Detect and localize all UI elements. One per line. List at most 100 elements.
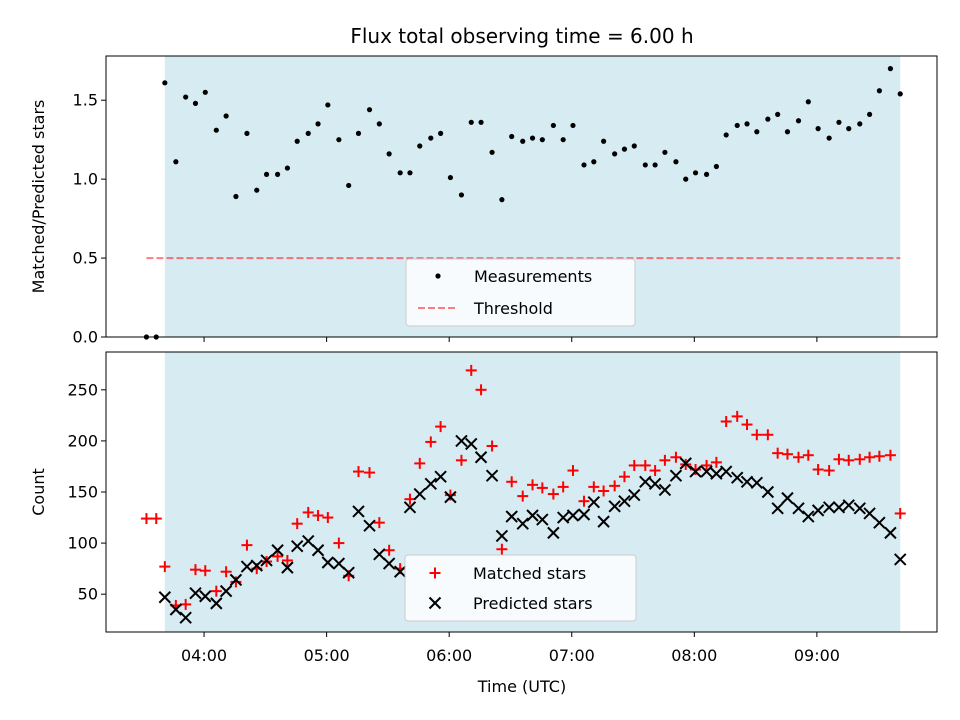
matched-point bbox=[272, 550, 284, 562]
measurement-point bbox=[336, 137, 342, 143]
predicted-point bbox=[474, 451, 488, 464]
matched-point bbox=[772, 447, 784, 459]
predicted-point bbox=[719, 465, 733, 478]
matched-point bbox=[781, 448, 793, 460]
ratio-plot-frame bbox=[105, 55, 938, 338]
measurement-point bbox=[305, 130, 311, 136]
matched-point bbox=[731, 410, 743, 422]
predicted-point bbox=[853, 502, 866, 515]
matched-point bbox=[220, 566, 232, 578]
matched-point bbox=[628, 459, 640, 471]
predicted-point bbox=[658, 483, 672, 497]
y-tick-label: 50 bbox=[78, 585, 98, 604]
measurement-point bbox=[173, 159, 179, 165]
predicted-point bbox=[179, 611, 192, 624]
predicted-point bbox=[710, 467, 723, 480]
measurement-point bbox=[826, 135, 832, 141]
measurement-point bbox=[315, 121, 321, 127]
matched-point bbox=[333, 537, 345, 549]
matched-point bbox=[291, 518, 303, 530]
predicted-point bbox=[434, 470, 447, 483]
matched-point bbox=[536, 482, 548, 494]
measurement-point bbox=[857, 121, 863, 127]
matched-point bbox=[455, 454, 467, 466]
predicted-point bbox=[260, 554, 273, 567]
predicted-point bbox=[240, 560, 254, 573]
measurement-point bbox=[703, 171, 710, 177]
matched-point bbox=[884, 449, 896, 461]
measurement-point bbox=[183, 94, 189, 100]
measurement-point bbox=[897, 91, 903, 97]
measurement-point bbox=[805, 99, 811, 105]
measurement-point bbox=[346, 182, 352, 189]
predicted-point bbox=[382, 557, 396, 570]
matched-point bbox=[598, 485, 610, 497]
legend-measurements-marker bbox=[435, 273, 441, 279]
predicted-point bbox=[189, 586, 202, 600]
predicted-point bbox=[669, 469, 683, 482]
matched-point bbox=[618, 471, 630, 483]
measurement-point bbox=[662, 149, 668, 155]
y-tick-label: 100 bbox=[67, 534, 98, 553]
matched-point bbox=[833, 453, 845, 465]
predicted-point bbox=[363, 519, 376, 532]
predicted-point bbox=[781, 491, 794, 505]
predicted-point bbox=[199, 590, 212, 603]
predicted-point bbox=[281, 561, 294, 574]
measurement-point bbox=[550, 122, 556, 129]
predicted-point bbox=[679, 457, 692, 470]
measurement-point bbox=[581, 162, 587, 168]
measurement-point bbox=[866, 111, 873, 118]
matched-point bbox=[486, 440, 498, 452]
matched-point bbox=[741, 419, 753, 431]
predicted-point bbox=[771, 502, 784, 515]
x-tick-label: 09:00 bbox=[794, 646, 840, 665]
matched-point bbox=[588, 481, 600, 493]
ratio-marks bbox=[143, 66, 903, 340]
predicted-point bbox=[802, 510, 815, 523]
measurement-point bbox=[591, 159, 597, 165]
predicted-point bbox=[761, 485, 775, 499]
y-tick-label: 250 bbox=[67, 380, 98, 399]
matched-point bbox=[159, 561, 171, 573]
predicted-point bbox=[311, 544, 325, 557]
measurement-point bbox=[489, 149, 495, 155]
matched-point bbox=[823, 465, 835, 477]
matched-point bbox=[302, 506, 314, 518]
measurement-point bbox=[284, 165, 290, 171]
measurement-point bbox=[213, 127, 219, 133]
predicted-point bbox=[648, 477, 662, 491]
legend-plus bbox=[429, 567, 441, 579]
predicted-point bbox=[792, 502, 805, 515]
count-y-axis-label: Count bbox=[29, 468, 48, 516]
measurement-point bbox=[642, 162, 648, 168]
measurement-point bbox=[836, 119, 842, 125]
matched-point bbox=[352, 466, 364, 478]
matched-point bbox=[150, 513, 162, 525]
predicted-point bbox=[485, 469, 499, 482]
legend-measurements-label: Measurements bbox=[474, 267, 592, 286]
count-x-ticks: 04:00 05:00 06:00 07:00 08:00 09:00 bbox=[181, 632, 840, 665]
predicted-point bbox=[169, 603, 183, 616]
ratio-y-axis-label: Matched/Predicted stars bbox=[29, 100, 48, 294]
measurement-point bbox=[478, 119, 484, 125]
predicted-point bbox=[219, 584, 233, 598]
predicted-point bbox=[403, 501, 417, 514]
predicted-point bbox=[894, 553, 907, 566]
measurement-point bbox=[447, 174, 454, 181]
measurement-point bbox=[631, 143, 637, 149]
matched-point bbox=[444, 489, 456, 501]
predicted-point bbox=[750, 476, 764, 490]
measurement-point bbox=[601, 138, 607, 144]
predicted-point bbox=[577, 508, 591, 521]
matched-point bbox=[751, 429, 763, 441]
measurement-point bbox=[529, 135, 536, 141]
measurement-point bbox=[560, 137, 566, 143]
predicted-point bbox=[229, 573, 243, 587]
measurement-point bbox=[683, 176, 689, 182]
predicted-point bbox=[608, 500, 621, 513]
measurement-point bbox=[652, 162, 658, 168]
matched-point bbox=[435, 421, 447, 433]
y-tick-label: 150 bbox=[67, 483, 98, 502]
matched-point bbox=[180, 598, 192, 610]
